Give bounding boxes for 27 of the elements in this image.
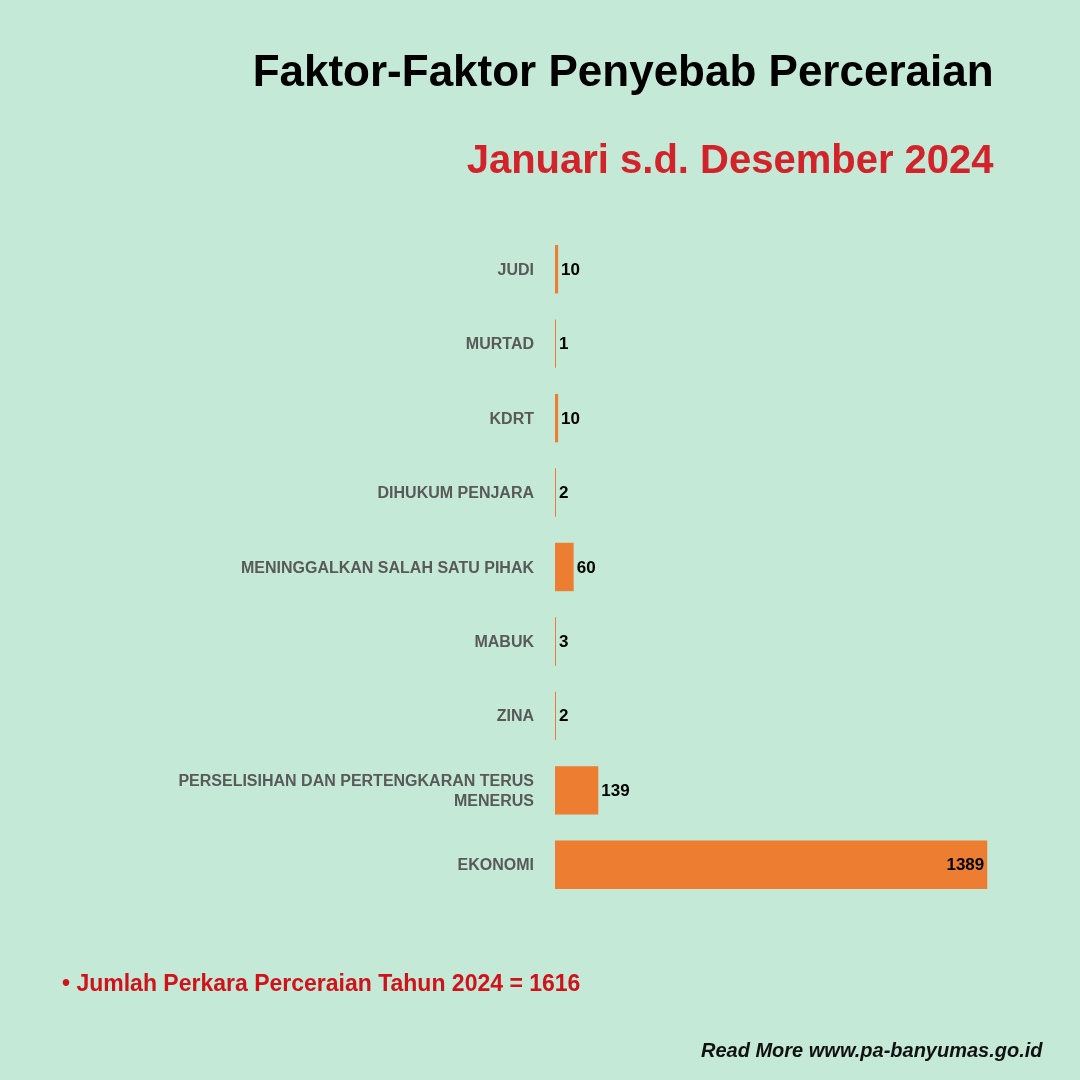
- bar: [555, 766, 599, 815]
- y-tick-label: JUDI: [497, 260, 534, 278]
- chart-subtitle: Januari s.d. Desember 2024: [466, 136, 995, 181]
- data-label: 1389: [946, 855, 985, 875]
- data-label: 10: [561, 408, 581, 428]
- y-tick-label: MABUK: [474, 633, 535, 651]
- text: • Jumlah Perkara Perceraian Tahun 2024 = 1616: [62, 970, 581, 996]
- y-tick-label: DIHUKUM PENJARA: [377, 484, 535, 502]
- data-label: 1: [559, 334, 569, 354]
- data-label: 2: [559, 706, 569, 726]
- y-tick-label: MURTAD: [465, 335, 534, 353]
- bar: [555, 840, 988, 889]
- y-tick-label: ZINA: [496, 707, 535, 725]
- bar: [555, 542, 574, 592]
- chart-title: Faktor-Faktor Penyebab Perceraian: [252, 45, 994, 95]
- y-tick-label: KDRT: [489, 409, 535, 427]
- data-label: 10: [561, 259, 581, 279]
- y-tick-label: PERSELISIHAN DAN PERTENGKARAN TERUS MENERUS: [178, 771, 535, 810]
- text: Read More www.pa-banyumas.go.id: [701, 1039, 1044, 1061]
- data-label: 2: [559, 483, 569, 503]
- y-tick-label: MENINGGALKAN SALAH SATU PIHAK: [240, 558, 535, 576]
- bar: [555, 245, 559, 294]
- data-label: 139: [601, 780, 630, 800]
- data-label: 60: [576, 557, 596, 577]
- data-label: 3: [559, 631, 569, 651]
- bar: [555, 393, 559, 443]
- y-tick-label: EKONOMI: [457, 856, 534, 874]
